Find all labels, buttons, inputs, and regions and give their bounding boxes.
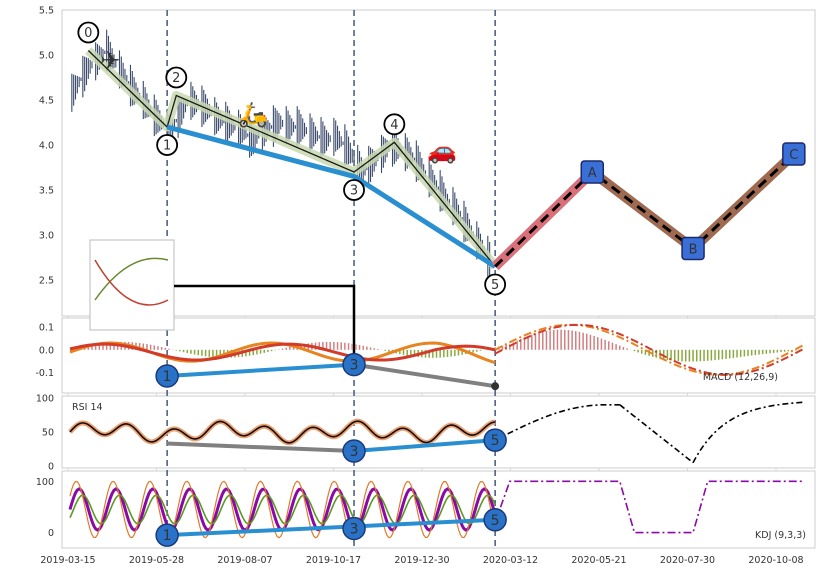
divergence-label-text: 3 [350,521,359,537]
wave-label-circle [165,66,188,89]
rsi-grey-line [167,441,355,454]
price-y-tick: 3.0 [39,231,54,242]
rsi-panel-label: RSI 14 [72,402,103,413]
macd-dea [69,342,496,362]
rsi-y-tick: 100 [36,394,54,405]
rsi-projection [494,401,804,464]
wave-label-text: 2 [172,71,180,86]
macd-dif-proj [494,323,804,376]
connector-line [174,284,356,355]
price-y-tick: 4.0 [39,141,54,152]
price-y-tick: 2.5 [39,276,54,287]
rsi-divergence-line [353,438,496,454]
divergence-label-text: 1 [163,528,172,544]
trend-line [166,124,497,269]
projection-dashed [494,152,795,268]
kdj-panel-label: KDJ (9,3,3) [755,530,806,541]
divergence-label-circle [342,516,366,541]
inset-curve [94,259,169,306]
price-y-tick: 4.5 [39,96,54,107]
wave-label-circle [484,273,507,296]
wave-label-circle [343,179,365,201]
macd-divergence-line [167,362,355,378]
wave-line [87,50,496,267]
divergence-label-text: 3 [350,444,359,460]
divergence-label-circle [483,508,507,532]
rsi-line [69,420,496,444]
price-y-tick: 5.0 [39,51,54,62]
chart-panels [61,9,816,549]
wave-label-text: 0 [84,26,92,41]
wave-label-text: 4 [390,118,398,133]
macd-panel-label: MACD (12,26,9) [703,372,778,383]
kdj-projection [494,480,803,534]
price-y-tick: 5.5 [39,6,54,17]
scooter-icon: 🛵 [238,101,268,129]
kdj-j [69,480,496,539]
macd-y-tick: 0.1 [39,323,54,334]
rsi-y-tick: 0 [48,462,54,473]
x-tick-label: 2020-10-08 [748,555,803,566]
divergence-label-circle [155,523,179,547]
macd-y-tick: 0.0 [39,345,54,356]
macd-y-tick: -0.1 [35,368,54,379]
divergence-label-circle [483,428,507,452]
macd-dea-proj [494,323,804,376]
kdj-y-tick: 0 [48,528,54,539]
x-tick-label: 2020-03-12 [483,555,538,566]
x-tick-label: 2020-05-21 [571,555,626,566]
kdj-divergence-line [167,517,496,538]
x-tick-label: 2019-12-30 [394,555,449,566]
wave-label-text: 1 [163,139,171,154]
rsi-y-tick: 50 [42,428,54,439]
projection-label-box [782,142,806,166]
car-icon: 🚗 [427,137,457,165]
chart-marks [68,10,804,548]
wave-label-text: 5 [491,278,499,293]
divergence-label-circle [342,439,366,463]
divergence-label-text: 1 [163,369,172,385]
kdj-y-tick: 100 [36,477,54,488]
divergence-label-circle [342,352,366,377]
panel-price [61,9,816,317]
x-tick-label: 2019-08-07 [217,555,272,566]
kdj-d [69,494,496,525]
projection-label-text: A [588,166,597,181]
x-tick-label: 2019-05-28 [129,555,184,566]
divergence-label-text: 5 [491,433,500,449]
inset-thumbnail [89,239,175,331]
macd-grey-line [353,362,496,389]
projection-label-text: B [689,243,698,258]
projection-label-box [681,236,705,261]
airplane-icon: ✈ [100,47,120,75]
wave-label-text: 3 [350,184,358,199]
projection-label-text: C [789,148,798,163]
projection-label-box [580,160,605,184]
divergence-label-circle [155,364,179,388]
macd-end-dot [491,382,500,391]
chart-labels: 2019-03-15 2019-05-28 2019-08-07 2019-10-17… [35,6,806,567]
wave-label-circle [156,134,179,156]
divergence-label-text: 3 [350,358,359,374]
wave-label-circle [383,113,406,136]
inset-curve [94,257,169,301]
wave-label-circle [77,21,100,44]
divergence-label-text: 5 [491,513,500,529]
price-y-tick: 3.5 [39,186,54,197]
x-tick-label: 2019-03-15 [40,555,95,566]
x-tick-label: 2019-10-17 [306,555,361,566]
x-tick-label: 2020-07-30 [660,555,715,566]
